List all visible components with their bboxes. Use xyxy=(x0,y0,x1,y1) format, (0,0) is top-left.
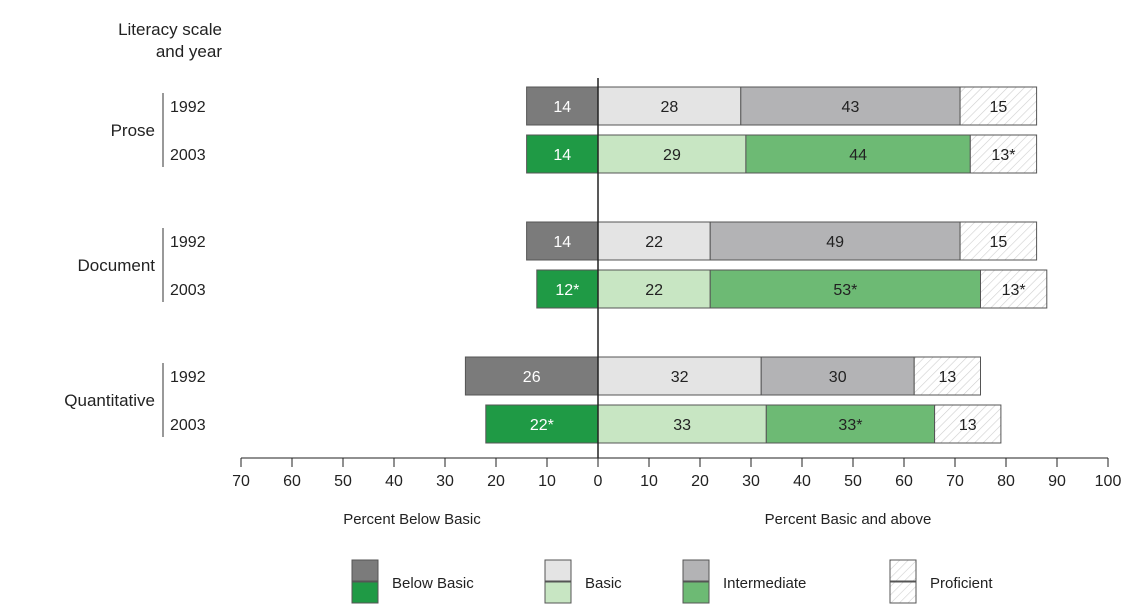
data-label: 32 xyxy=(671,369,689,386)
data-label: 22* xyxy=(530,417,554,434)
tick-label: 20 xyxy=(691,473,709,490)
bar-segment xyxy=(959,221,1038,261)
data-label: 33* xyxy=(838,417,862,434)
tick-label: 0 xyxy=(594,473,603,490)
tick-label: 20 xyxy=(487,473,505,490)
header-line: and year xyxy=(156,42,222,61)
tick-label: 10 xyxy=(640,473,658,490)
data-label: 14 xyxy=(553,234,571,251)
legend-label: Proficient xyxy=(930,575,993,592)
x-axis-title-right: Percent Basic and above xyxy=(765,511,932,528)
legend-swatch-1992 xyxy=(889,559,917,582)
tick-label: 40 xyxy=(793,473,811,490)
legend-swatch-2003 xyxy=(889,581,917,604)
year-label: 1992 xyxy=(170,369,206,386)
data-label: 22 xyxy=(645,234,663,251)
data-label: 33 xyxy=(673,417,691,434)
data-label: 43 xyxy=(842,99,860,116)
bar-segment xyxy=(597,134,747,174)
bar-segment xyxy=(959,86,1038,126)
scale-label: Prose xyxy=(111,121,155,140)
data-label: 12* xyxy=(555,282,579,299)
bar-segment xyxy=(765,404,936,444)
bar-segment xyxy=(709,221,961,261)
x-axis: 70 60 50 40 30 20 10 0 10 20 30 40 50 60 70 80 90 100Perc… xyxy=(232,78,1121,528)
bar-segment xyxy=(934,404,1002,444)
legend-swatch-2003 xyxy=(544,581,572,604)
year-label: 2003 xyxy=(170,282,206,299)
legend-swatch-1992 xyxy=(682,559,710,582)
bar-segment xyxy=(597,404,767,444)
data-label: 53* xyxy=(833,282,857,299)
tick-label: 50 xyxy=(844,473,862,490)
bar-segment xyxy=(969,134,1038,174)
data-label: 13* xyxy=(991,147,1015,164)
tick-label: 90 xyxy=(1048,473,1066,490)
bar-segment xyxy=(597,221,711,261)
data-label: 44 xyxy=(849,147,867,164)
bar-segment xyxy=(464,356,599,396)
year-label: 1992 xyxy=(170,99,206,116)
scale-label: Document xyxy=(78,256,156,275)
bar-segment xyxy=(980,269,1048,309)
bar-segment xyxy=(526,221,599,261)
bar-segment xyxy=(740,86,961,126)
tick-label: 10 xyxy=(538,473,556,490)
bar-segment xyxy=(597,86,742,126)
data-label: 28 xyxy=(661,99,679,116)
data-label: 14 xyxy=(553,147,571,164)
year-label: 2003 xyxy=(170,147,206,164)
bar-segment xyxy=(709,269,981,309)
data-label: 15 xyxy=(989,234,1007,251)
legend-swatch-1992 xyxy=(544,559,572,582)
legend-label: Below Basic xyxy=(392,575,474,592)
scale-label: Quantitative xyxy=(64,391,155,410)
bar-segment xyxy=(597,269,711,309)
tick-label: 50 xyxy=(334,473,352,490)
tick-label: 60 xyxy=(283,473,301,490)
data-label: 49 xyxy=(826,234,844,251)
legend-label: Intermediate xyxy=(723,575,806,592)
data-label: 26 xyxy=(523,369,541,386)
year-label: 2003 xyxy=(170,417,206,434)
tick-label: 70 xyxy=(232,473,250,490)
data-label: 13* xyxy=(1002,282,1026,299)
tick-label: 100 xyxy=(1095,473,1122,490)
legend-swatch-2003 xyxy=(682,581,710,604)
x-axis-title-left: Percent Below Basic xyxy=(343,511,481,528)
tick-label: 60 xyxy=(895,473,913,490)
bar-segment xyxy=(485,404,599,444)
tick-label: 70 xyxy=(946,473,964,490)
bar-segment xyxy=(597,356,762,396)
legend-swatch-1992 xyxy=(351,559,379,582)
legend: Below Basic Basic Intermediate Proficient xyxy=(351,559,993,604)
legend-swatch-2003 xyxy=(351,581,379,604)
data-label: 14 xyxy=(553,99,571,116)
data-label: 22 xyxy=(645,282,663,299)
tick-label: 30 xyxy=(742,473,760,490)
legend-label: Basic xyxy=(585,575,622,592)
chart-groups: Prose 1992 14 28 43 15 2003 14 29 44 13* Document 19… xyxy=(64,86,1048,444)
data-label: 13 xyxy=(938,369,956,386)
tick-label: 80 xyxy=(997,473,1015,490)
bar-segment xyxy=(760,356,915,396)
data-label: 29 xyxy=(663,147,681,164)
data-label: 13 xyxy=(959,417,977,434)
data-label: 30 xyxy=(829,369,847,386)
header-line: Literacy scale xyxy=(118,20,222,39)
data-label: 15 xyxy=(989,99,1007,116)
bar-segment xyxy=(913,356,982,396)
tick-label: 30 xyxy=(436,473,454,490)
chart-header: Literacy scale and year xyxy=(118,20,222,61)
year-label: 1992 xyxy=(170,234,206,251)
tick-label: 40 xyxy=(385,473,403,490)
